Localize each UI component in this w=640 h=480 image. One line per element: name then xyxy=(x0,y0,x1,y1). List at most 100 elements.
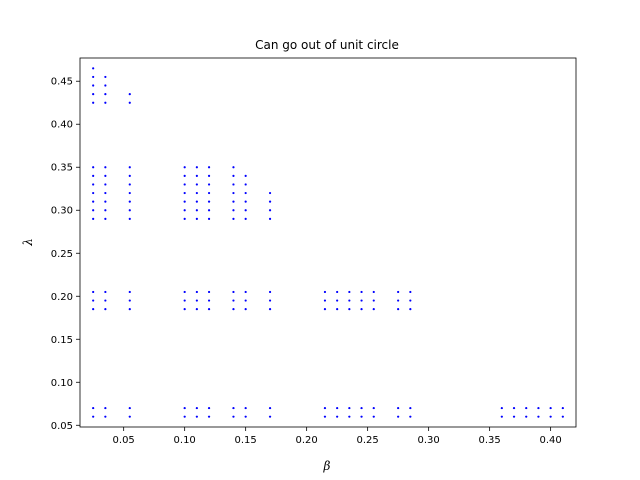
data-point xyxy=(195,290,198,294)
data-point xyxy=(207,217,211,220)
data-point xyxy=(232,415,235,418)
data-point xyxy=(104,290,107,294)
data-point xyxy=(92,166,95,169)
data-point xyxy=(92,183,95,186)
data-point xyxy=(360,308,363,311)
data-point xyxy=(244,191,247,195)
data-point xyxy=(336,406,339,410)
data-point xyxy=(195,183,198,186)
data-point xyxy=(348,290,351,294)
x-axis-label: β xyxy=(323,459,331,473)
data-point xyxy=(268,308,272,311)
data-point xyxy=(409,299,412,302)
data-points xyxy=(92,67,564,418)
data-point xyxy=(244,308,247,311)
data-point xyxy=(207,183,211,186)
data-point xyxy=(195,209,198,212)
y-tick-label: 0.25 xyxy=(51,249,73,260)
data-point xyxy=(128,200,131,203)
y-tick-label: 0.40 xyxy=(51,120,73,131)
data-point xyxy=(183,183,186,186)
data-point xyxy=(195,415,198,418)
data-point xyxy=(372,290,375,294)
data-point xyxy=(128,166,131,169)
data-point xyxy=(207,290,211,294)
data-point xyxy=(104,191,107,195)
data-point xyxy=(128,191,131,195)
chart-title: Can go out of unit circle xyxy=(255,38,399,52)
data-point xyxy=(512,415,516,418)
data-point xyxy=(207,166,211,169)
data-point xyxy=(348,415,351,418)
data-point xyxy=(128,101,131,104)
data-point xyxy=(397,299,400,302)
data-point xyxy=(128,406,131,410)
data-point xyxy=(244,290,247,294)
data-point xyxy=(183,200,186,203)
data-point xyxy=(500,415,503,418)
data-point xyxy=(500,406,503,410)
data-point xyxy=(92,209,95,212)
data-point xyxy=(104,415,107,418)
data-point xyxy=(561,406,564,410)
data-point xyxy=(104,84,107,87)
x-axis-ticks: 0.05 0.10 0.15 0.20 0.25 0.30 0.35 0.40 xyxy=(113,427,562,446)
data-point xyxy=(512,406,516,410)
y-tick-label: 0.35 xyxy=(51,163,73,174)
data-point xyxy=(207,415,211,418)
data-point xyxy=(104,406,107,410)
data-point xyxy=(128,415,131,418)
data-point xyxy=(268,406,272,410)
plot-frame xyxy=(79,57,577,428)
data-point xyxy=(183,191,186,195)
data-point xyxy=(268,415,272,418)
data-point xyxy=(92,93,95,96)
y-axis-ticks: 0.05 0.10 0.15 0.20 0.25 0.30 0.35 0.40 0.45 xyxy=(51,77,80,432)
data-point xyxy=(561,415,564,418)
data-point xyxy=(323,299,327,302)
data-point xyxy=(104,217,107,220)
data-point xyxy=(268,191,272,195)
data-point xyxy=(183,308,186,311)
data-point xyxy=(207,209,211,212)
data-point xyxy=(128,174,131,177)
data-point xyxy=(244,174,247,177)
data-point xyxy=(128,290,131,294)
data-point xyxy=(183,415,186,418)
data-point xyxy=(244,415,247,418)
y-tick-label: 0.05 xyxy=(51,421,73,432)
data-point xyxy=(92,290,95,294)
data-point xyxy=(397,290,400,294)
x-tick-label: 0.35 xyxy=(479,435,501,446)
data-point xyxy=(232,290,235,294)
data-point xyxy=(244,200,247,203)
x-tick-label: 0.40 xyxy=(539,435,561,446)
data-point xyxy=(323,308,327,311)
data-point xyxy=(244,217,247,220)
data-point xyxy=(195,406,198,410)
data-point xyxy=(195,174,198,177)
data-point xyxy=(409,290,412,294)
data-point xyxy=(360,299,363,302)
x-tick-label: 0.30 xyxy=(418,435,440,446)
data-point xyxy=(104,209,107,212)
data-point xyxy=(195,308,198,311)
data-point xyxy=(195,299,198,302)
y-tick-label: 0.30 xyxy=(51,206,73,217)
data-point xyxy=(372,415,375,418)
data-point xyxy=(232,209,235,212)
data-point xyxy=(92,217,95,220)
data-point xyxy=(348,299,351,302)
data-point xyxy=(207,191,211,195)
data-point xyxy=(372,308,375,311)
x-tick-label: 0.05 xyxy=(113,435,135,446)
data-point xyxy=(336,290,339,294)
data-point xyxy=(372,406,375,410)
data-point xyxy=(128,183,131,186)
data-point xyxy=(537,406,540,410)
data-point xyxy=(409,308,412,311)
data-point xyxy=(207,299,211,302)
data-point xyxy=(92,101,95,104)
data-point xyxy=(360,290,363,294)
